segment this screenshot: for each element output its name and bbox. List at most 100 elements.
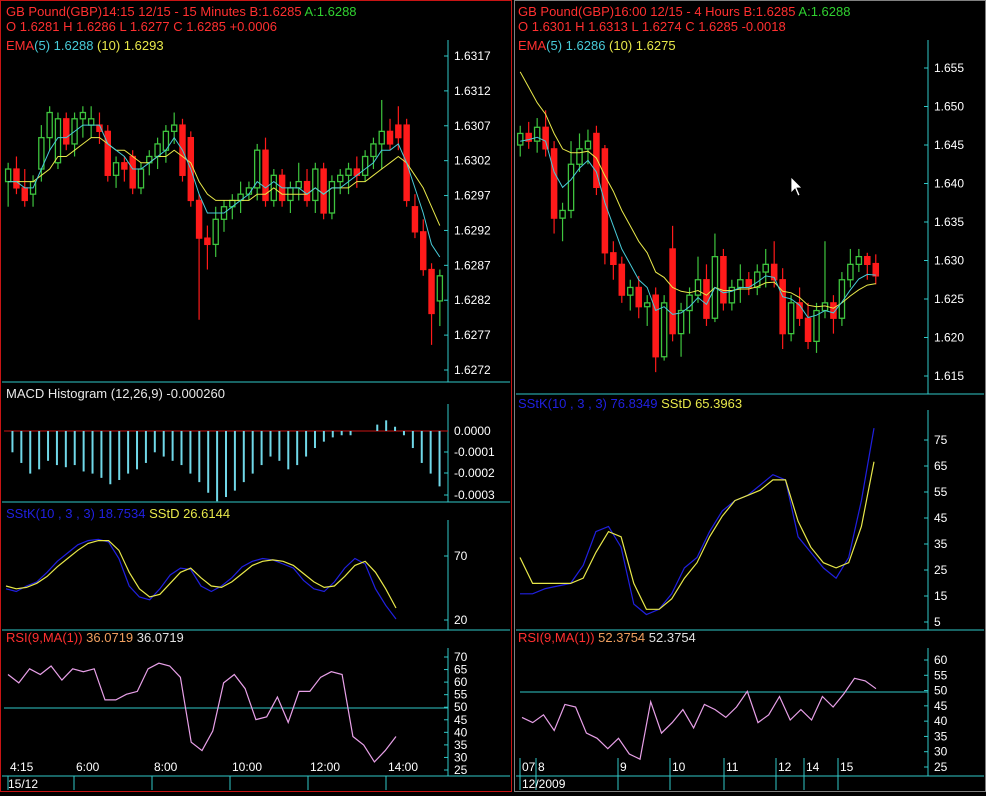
right-price-candle xyxy=(804,317,812,343)
right-price-candle xyxy=(779,279,786,335)
right-time-tick: 8 xyxy=(538,760,545,774)
left-price-candle xyxy=(253,149,261,189)
left-rsi-tick: 25 xyxy=(454,763,468,777)
left-price-tick: 1.6282 xyxy=(454,293,491,307)
left-chart-svg[interactable]: GB Pound(GBP)14:15 12/15 - 15 Minutes B:… xyxy=(0,0,512,796)
right-rsi-tick: 30 xyxy=(934,745,948,759)
left-time-tick: 14:00 xyxy=(388,760,418,774)
right-price-tick: 1.650 xyxy=(934,100,964,114)
right-price-tick: 1.635 xyxy=(934,215,964,229)
right-price-candle xyxy=(694,279,702,296)
left-price-candle xyxy=(370,143,377,158)
left-price-candle xyxy=(395,124,402,139)
right-price-candle xyxy=(737,279,744,289)
right-stoch-tick: 15 xyxy=(934,589,948,603)
right-stoch-series-1 xyxy=(519,461,875,610)
right-price-candle xyxy=(584,140,592,150)
left-price-candle xyxy=(112,162,120,176)
left-price-candle xyxy=(378,130,385,145)
right-rsi-tick: 50 xyxy=(934,684,948,698)
right-price-candle xyxy=(627,286,634,296)
right-header-line1: GB Pound(GBP)16:00 12/15 - 4 Hours B:1.6… xyxy=(518,4,850,19)
right-price-candle xyxy=(796,302,803,319)
right-price-candle xyxy=(720,255,727,304)
left-price-candle xyxy=(21,187,28,202)
left-price-candle xyxy=(104,130,111,176)
right-price-candle xyxy=(525,132,532,142)
left-price-tick: 1.6307 xyxy=(454,119,491,133)
left-price-tick: 1.6317 xyxy=(454,49,491,63)
right-price-candle xyxy=(542,126,549,150)
left-stoch-series-0 xyxy=(5,538,397,620)
right-price-candle xyxy=(847,263,854,281)
left-time-tick: 6:00 xyxy=(76,760,100,774)
right-stoch-tick: 5 xyxy=(934,615,941,629)
right-price-candle xyxy=(762,263,769,273)
left-price-tick: 1.6302 xyxy=(454,154,491,168)
left-date-label: 15/12 xyxy=(8,777,38,791)
left-price-candle xyxy=(170,124,178,133)
left-time-tick: 12:00 xyxy=(310,760,340,774)
left-rsi-tick: 70 xyxy=(454,650,468,664)
left-time-tick: 4:15 xyxy=(10,760,34,774)
right-header-ohlc: O 1.6301 H 1.6313 L 1.6274 C 1.6285 -0.0… xyxy=(518,19,786,34)
left-price-candle xyxy=(204,237,211,246)
right-stoch-legend: SStK(10 , 3 , 3) 76.8349 SStD 65.3963 xyxy=(518,396,742,411)
right-price-candle xyxy=(652,294,659,358)
right-price-candle xyxy=(576,148,583,165)
left-rsi-series-0 xyxy=(7,662,397,763)
right-price-candle xyxy=(660,302,668,358)
left-header-ohlc: O 1.6281 H 1.6286 L 1.6277 C 1.6285 +0.0… xyxy=(6,19,277,34)
left-window-frame xyxy=(0,0,512,792)
right-price-candle xyxy=(787,302,795,335)
right-price-tick: 1.625 xyxy=(934,292,964,306)
left-rsi-tick: 40 xyxy=(454,725,468,739)
right-time-tick: 07 xyxy=(522,760,536,774)
right-stoch-tick: 75 xyxy=(934,433,948,447)
left-price-candle xyxy=(87,118,95,126)
left-stoch-tick: 20 xyxy=(454,613,468,627)
left-price-candle xyxy=(345,168,352,176)
left-price-candle xyxy=(79,111,87,120)
left-rsi-tick: 50 xyxy=(454,700,468,714)
right-time-tick: 11 xyxy=(726,760,739,774)
right-time-tick: 12 xyxy=(778,760,792,774)
left-price-candle xyxy=(63,118,70,145)
left-price-ema10-line xyxy=(8,137,441,226)
left-macd-tick: -0.0001 xyxy=(454,445,495,459)
left-macd-tick: -0.0003 xyxy=(454,488,495,502)
right-rsi-tick: 35 xyxy=(934,729,948,743)
left-price-candle xyxy=(303,180,311,202)
right-time-tick: 14 xyxy=(806,760,820,774)
left-price-candle xyxy=(212,218,219,246)
left-chart-window[interactable]: GB Pound(GBP)14:15 12/15 - 15 Minutes B:… xyxy=(0,0,512,796)
left-price-candle xyxy=(195,199,203,239)
right-stoch-tick: 25 xyxy=(934,563,948,577)
right-price-ema5-line xyxy=(520,136,876,319)
left-stoch-tick: 70 xyxy=(454,549,468,563)
left-price-tick: 1.6287 xyxy=(454,258,491,272)
left-rsi-tick: 55 xyxy=(454,688,468,702)
right-price-candle xyxy=(550,148,558,219)
left-rsi-tick: 30 xyxy=(454,750,468,764)
right-price-tick: 1.640 xyxy=(934,177,964,191)
right-rsi-tick: 55 xyxy=(934,668,948,682)
right-price-candle xyxy=(872,262,880,277)
right-time-tick: 10 xyxy=(672,760,686,774)
right-price-tick: 1.645 xyxy=(934,138,964,152)
right-stoch-tick: 55 xyxy=(934,485,948,499)
right-chart-window[interactable]: GB Pound(GBP)16:00 12/15 - 4 Hours B:1.6… xyxy=(514,0,986,796)
mouse-cursor-icon xyxy=(790,176,803,197)
left-rsi-tick: 65 xyxy=(454,663,468,677)
right-price-tick: 1.620 xyxy=(934,331,964,345)
right-price-candle xyxy=(643,302,651,308)
right-price-candle xyxy=(728,286,736,304)
right-rsi-tick: 40 xyxy=(934,714,948,728)
left-rsi-tick: 60 xyxy=(454,675,468,689)
right-stoch-tick: 45 xyxy=(934,511,948,525)
left-price-candle xyxy=(320,168,327,214)
right-chart-svg[interactable]: GB Pound(GBP)16:00 12/15 - 4 Hours B:1.6… xyxy=(514,0,986,796)
left-price-candle xyxy=(428,268,435,315)
right-time-tick: 15 xyxy=(840,760,854,774)
left-price-tick: 1.6272 xyxy=(454,363,491,377)
